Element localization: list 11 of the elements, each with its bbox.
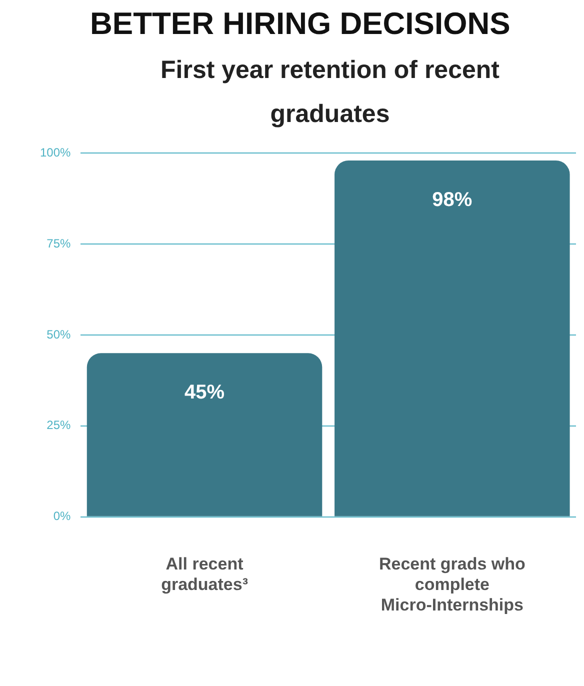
chart-title: BETTER HIRING DECISIONS	[90, 6, 512, 42]
x-tick-label: Recent grads who complete Micro-Internships	[378, 554, 526, 614]
y-tick-label: 50%	[46, 327, 72, 342]
data-label: 98%	[432, 188, 472, 211]
y-tick-label: 25%	[46, 418, 72, 432]
y-tick-label: 75%	[46, 236, 72, 250]
data-label: 45%	[184, 382, 225, 404]
chart-subtitle: First year retention of recent graduates	[160, 55, 500, 130]
y-tick-label: 0%	[53, 509, 72, 524]
x-tick-label: All recent graduates³	[161, 554, 248, 594]
y-tick-label: 100%	[40, 146, 72, 160]
